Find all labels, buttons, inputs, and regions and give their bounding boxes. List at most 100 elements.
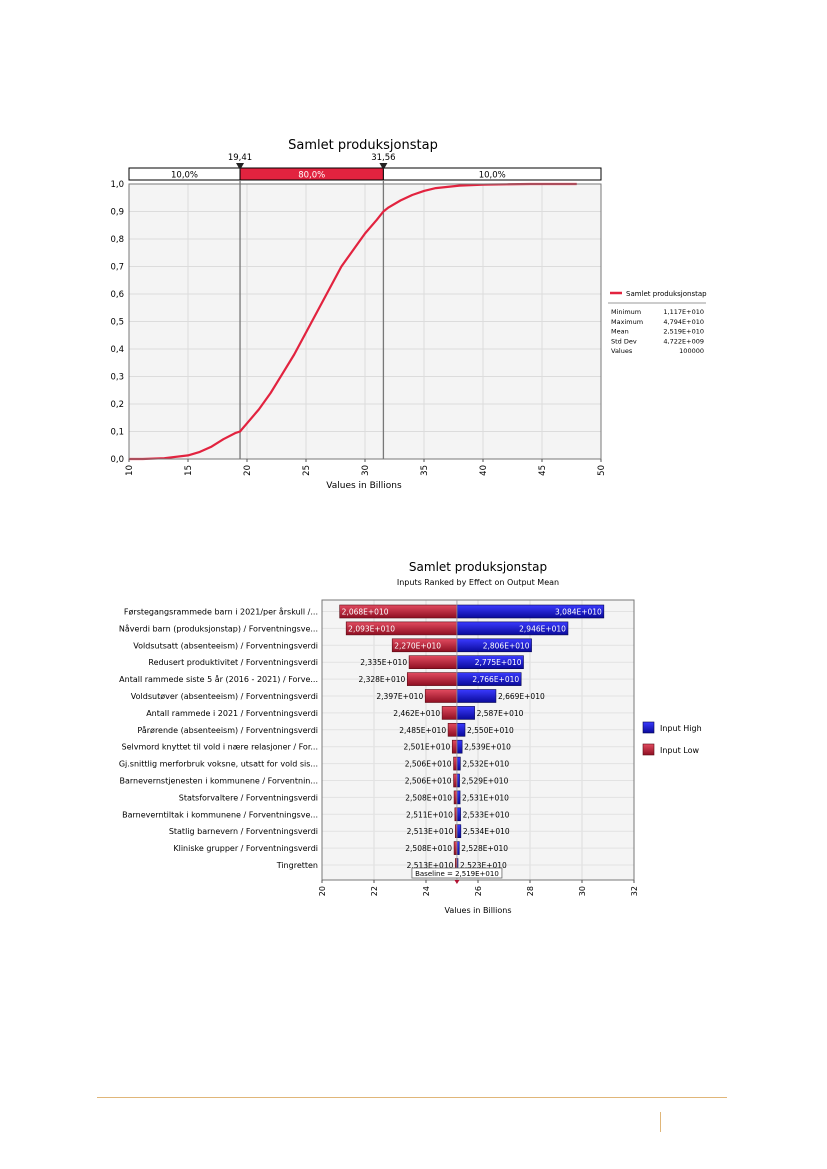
chart2-category-label: Førstegangsrammede barn i 2021/per årsku…	[124, 607, 318, 617]
chart1-point	[305, 331, 307, 334]
chart2-low-value-label: 2,511E+010	[406, 810, 453, 819]
chart1-point	[239, 430, 241, 433]
chart2-bar-high	[456, 756, 461, 771]
chart2-bar-low	[424, 689, 458, 703]
chart2-high-value-label: 2,806E+010	[483, 641, 530, 650]
chart1-point	[423, 190, 425, 192]
chart1-legend-label: Samlet produksjonstap	[626, 290, 707, 298]
chart2-bar-high	[456, 723, 466, 737]
chart1-stat-value: 2,519E+010	[663, 328, 704, 336]
chart2-bar-low	[441, 706, 458, 720]
chart2-bar-low	[408, 655, 458, 669]
tornado-chart: Samlet produksjonstap Inputs Ranked by E…	[119, 560, 702, 915]
chart1-y-tick-label: 0,6	[110, 290, 124, 300]
chart1-x-tick-label: 25	[302, 465, 312, 476]
chart1-stat-label: Values	[611, 347, 633, 355]
chart2-bar-high	[456, 689, 497, 703]
chart2-low-value-label: 2,093E+010	[348, 624, 395, 633]
chart1-y-tick-label: 0,3	[110, 373, 124, 383]
chart2-category-label: Barneverntiltak i kommunene / Forventnin…	[122, 810, 318, 819]
chart1-y-tick-label: 0,8	[110, 235, 124, 245]
chart2-low-value-label: 2,335E+010	[360, 658, 407, 667]
chart2-low-value-label: 2,506E+010	[405, 760, 452, 769]
chart1-x-tick-label: 35	[420, 465, 430, 476]
chart1-point	[388, 206, 390, 208]
chart1-point	[222, 438, 224, 440]
chart1-point	[458, 185, 460, 187]
chart2-low-value-label: 2,501E+010	[403, 743, 450, 752]
chart1-point	[234, 432, 236, 434]
chart2-high-value-label: 2,539E+010	[464, 743, 511, 752]
chart2-category-label: Nåverdi barn (produksjonstap) / Forventn…	[119, 623, 318, 633]
chart2-bars: Førstegangsrammede barn i 2021/per årsku…	[119, 604, 605, 872]
chart1-x-tick-label: 20	[243, 465, 253, 476]
chart2-category-label: Redusert produktivitet / Forventningsver…	[148, 658, 318, 667]
chart2-bar-low	[453, 773, 458, 788]
chart2-bar-high	[456, 790, 461, 805]
chart1-point	[317, 309, 319, 312]
chart2-x-tick-label: 20	[318, 886, 327, 896]
chart1-stat-value: 4,722E+009	[663, 337, 704, 345]
chart2-low-value-label: 2,485E+010	[399, 726, 446, 735]
chart1-y-tick-label: 0,0	[110, 455, 124, 465]
chart2-high-value-label: 2,529E+010	[462, 777, 509, 786]
chart2-high-value-label: 2,533E+010	[463, 810, 510, 819]
chart2-bar-low	[453, 790, 458, 805]
chart2-bar-low	[453, 756, 458, 771]
chart2-low-value-label: 2,270E+010	[394, 641, 441, 650]
chart1-point	[382, 210, 385, 213]
chart1-point	[376, 219, 378, 221]
chart2-high-value-label: 2,532E+010	[462, 760, 509, 769]
chart1-point	[329, 287, 331, 290]
chart2-bar-low	[406, 672, 458, 686]
chart2-category-label: Selvmord knyttet til vold i nære relasjo…	[122, 743, 319, 752]
chart2-high-value-label: 2,587E+010	[477, 709, 524, 718]
chart1-point	[352, 249, 354, 251]
chart1-y-tick-label: 1,0	[110, 180, 124, 190]
chart1-stat-value: 4,794E+010	[663, 318, 704, 326]
chart1-point	[340, 265, 342, 268]
chart1-delimiter-left-marker	[236, 163, 245, 170]
chart2-high-value-label: 3,084E+010	[555, 608, 602, 617]
chart2-category-label: Pårørende (absenteeism) / Forventningsve…	[137, 725, 318, 735]
chart2-high-value-label: 2,946E+010	[519, 624, 566, 633]
chart1-y-tick-label: 0,4	[110, 345, 124, 355]
chart2-bar-low	[451, 739, 458, 754]
chart1-x-tick-label: 15	[184, 465, 194, 476]
chart2-high-value-label: 2,550E+010	[467, 726, 514, 735]
chart1-x-axis-label: Values in Billions	[326, 481, 402, 491]
chart1-grid	[128, 183, 602, 460]
chart1-point	[163, 457, 165, 459]
chart1-band-right	[382, 167, 602, 181]
chart2-bar-low	[447, 723, 458, 737]
chart2-high-value-label: 2,766E+010	[472, 675, 519, 684]
chart2-title: Samlet produksjonstap	[409, 560, 547, 574]
chart1-point	[364, 232, 366, 235]
chart2-legend-low-swatch	[642, 743, 655, 756]
chart2-category-label: Statlig barnevern / Forventningsverdi	[169, 827, 318, 836]
chart2-bar-high	[456, 739, 463, 754]
chart2-bar-low	[453, 841, 458, 855]
chart2-baseline-marker	[454, 880, 460, 884]
chart1-legend: Samlet produksjonstap Minimum 1,117E+010 Ma…	[608, 290, 707, 355]
chart1-delimiter-right-value: 31,56	[371, 153, 395, 163]
chart2-x-tick-label: 26	[474, 886, 483, 896]
chart2-category-label: Kliniske grupper / Forventningsverdi	[173, 844, 318, 853]
chart1-stat-label: Std Dev	[611, 337, 637, 345]
chart1-y-tick-label: 0,7	[110, 263, 124, 273]
chart2-low-value-label: 2,506E+010	[405, 777, 452, 786]
chart1-x-tick-label: 10	[125, 465, 135, 476]
chart2-low-value-label: 2,462E+010	[393, 709, 440, 718]
chart1-stat-value: 1,117E+010	[663, 308, 704, 316]
chart1-point	[199, 451, 201, 453]
chart1-point	[411, 194, 413, 196]
chart2-high-value-label: 2,531E+010	[462, 793, 509, 802]
chart2-baseline-label: Baseline = 2,519E+010	[415, 870, 499, 878]
chart1-delimiter-right-marker	[379, 163, 388, 170]
chart2-legend-low-label: Input Low	[660, 746, 699, 755]
chart2-low-value-label: 2,513E+010	[407, 827, 454, 836]
chart2-bar-high	[456, 807, 461, 822]
footer-rule	[97, 1097, 727, 1098]
chart2-high-value-label: 2,669E+010	[498, 692, 545, 701]
chart1-point	[258, 408, 260, 411]
